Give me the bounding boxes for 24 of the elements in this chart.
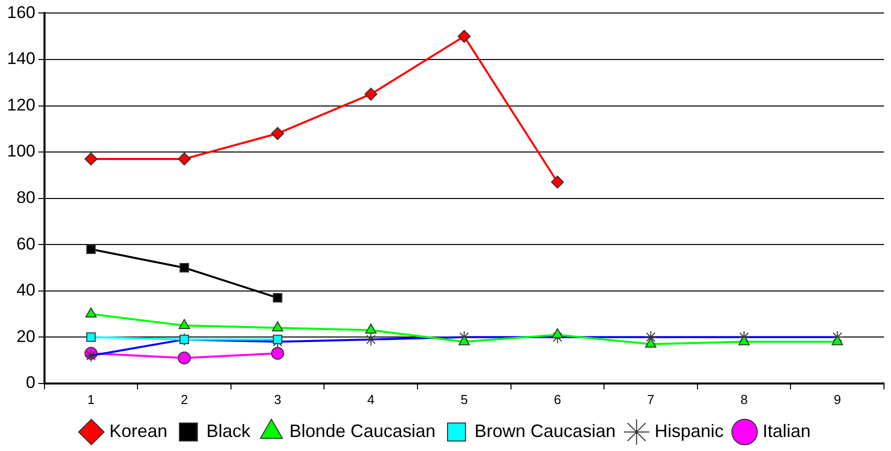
legend-label: Hispanic	[654, 420, 724, 441]
legend-label: Black	[206, 420, 252, 441]
legend-label: Blonde Caucasian	[289, 420, 436, 441]
x-tick-label: 8	[740, 392, 748, 407]
y-tick-label: 120	[6, 95, 36, 114]
x-tick-label: 7	[647, 392, 654, 407]
x-tick-label: 3	[274, 392, 282, 407]
y-tick-label: 140	[6, 49, 36, 68]
y-tick-label: 80	[16, 188, 36, 207]
x-tick-label: 4	[367, 392, 375, 407]
y-tick-label: 100	[6, 142, 36, 161]
y-tick-label: 20	[16, 326, 36, 346]
y-tick-label: 60	[16, 234, 36, 254]
y-tick-label: 40	[16, 280, 36, 300]
x-tick-label: 1	[87, 392, 95, 407]
legend-label: Korean	[109, 420, 168, 441]
x-tick-label: 2	[180, 392, 188, 407]
y-tick-label: 0	[26, 373, 36, 392]
legend-label: Italian	[762, 420, 811, 441]
legend-label: Brown Caucasian	[474, 420, 616, 441]
y-tick-label: 160	[6, 2, 36, 22]
x-tick-label: 6	[554, 392, 562, 407]
x-tick-label: 5	[460, 392, 468, 407]
x-tick-label: 9	[834, 392, 841, 407]
